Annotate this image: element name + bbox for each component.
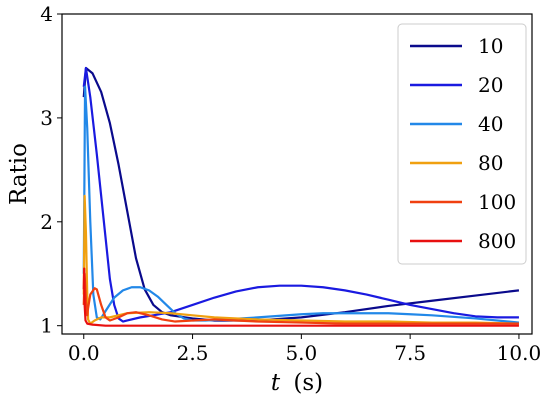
series-layer bbox=[82, 66, 520, 327]
series-line-20 bbox=[82, 66, 519, 323]
legend-label-100: 100 bbox=[478, 190, 516, 214]
series-line-40 bbox=[82, 85, 520, 324]
legend-label-80: 80 bbox=[478, 151, 503, 175]
legend-box bbox=[397, 23, 527, 265]
x-tick-label: 0.0 bbox=[68, 341, 100, 365]
legend-label-800: 800 bbox=[478, 229, 516, 253]
legend-label-20: 20 bbox=[478, 73, 503, 97]
series-line-80 bbox=[82, 194, 519, 325]
y-tick-label: 4 bbox=[40, 2, 53, 26]
y-tick-label: 1 bbox=[40, 314, 53, 338]
axis-ticks: 0.0 2.5 5.0 7.5 10.0 1 2 3 4 bbox=[40, 2, 541, 365]
y-tick-label: 3 bbox=[40, 106, 53, 130]
y-tick-label: 2 bbox=[40, 210, 53, 234]
legend-label-10: 10 bbox=[478, 34, 503, 58]
plot-frame bbox=[61, 13, 533, 335]
y-axis-label: Ratio bbox=[6, 143, 32, 205]
x-axis-label-var: t bbox=[271, 370, 281, 396]
series-line-100 bbox=[82, 272, 519, 325]
series-line-800 bbox=[82, 267, 519, 327]
x-tick-label: 5.0 bbox=[285, 341, 317, 365]
x-axis-label: t (s) bbox=[271, 370, 323, 396]
legend-label-40: 40 bbox=[478, 112, 503, 136]
legend: 10 20 40 80 100 800 bbox=[397, 23, 527, 265]
x-tick-label: 10.0 bbox=[497, 341, 542, 365]
x-axis-label-unit: (s) bbox=[293, 370, 323, 396]
x-tick-label: 2.5 bbox=[177, 341, 209, 365]
x-tick-label: 7.5 bbox=[394, 341, 426, 365]
